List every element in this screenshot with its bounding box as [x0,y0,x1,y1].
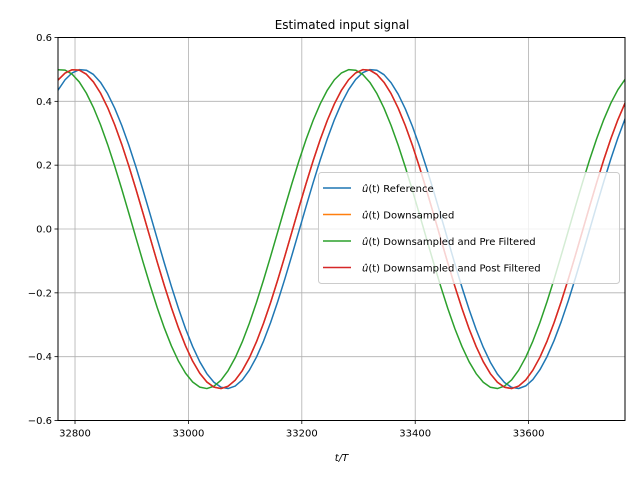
x-axis-label: t/T [335,453,349,464]
x-tick-label: 33200 [286,429,318,440]
y-tick-label: −0.6 [28,416,52,427]
legend-entry: û(t) Downsampled [362,210,454,222]
legend: û(t) Reference û(t) Downsampled û(t) Downs… [318,172,620,284]
y-axis: −0.6 −0.4 −0.2 0.0 0.2 0.4 0.6 [28,33,58,427]
series-line-4 [58,68,625,390]
y-tick-label: 0.4 [36,97,52,108]
series-lines [58,68,625,390]
y-tick-label: −0.2 [28,288,52,299]
x-tick-label: 33600 [513,429,545,440]
chart-title: Estimated input signal [275,18,410,32]
series-line-1 [58,68,625,390]
x-tick-label: 33400 [399,429,431,440]
y-tick-label: −0.4 [28,352,52,363]
plot-area [58,68,625,390]
x-tick-label: 32800 [59,429,91,440]
legend-entry: û(t) Downsampled and Post Filtered [362,263,541,275]
legend-entry: û(t) Downsampled and Pre Filtered [362,236,536,248]
legend-entry: û(t) Reference [362,183,434,195]
x-tick-label: 33000 [173,429,205,440]
y-tick-label: 0.2 [36,161,52,172]
series-line-3 [58,68,625,390]
y-tick-label: 0.0 [36,225,52,236]
x-axis: 32800 33000 33200 33400 33600 [59,420,545,440]
y-tick-label: 0.6 [36,33,52,44]
legend-box [318,172,620,284]
